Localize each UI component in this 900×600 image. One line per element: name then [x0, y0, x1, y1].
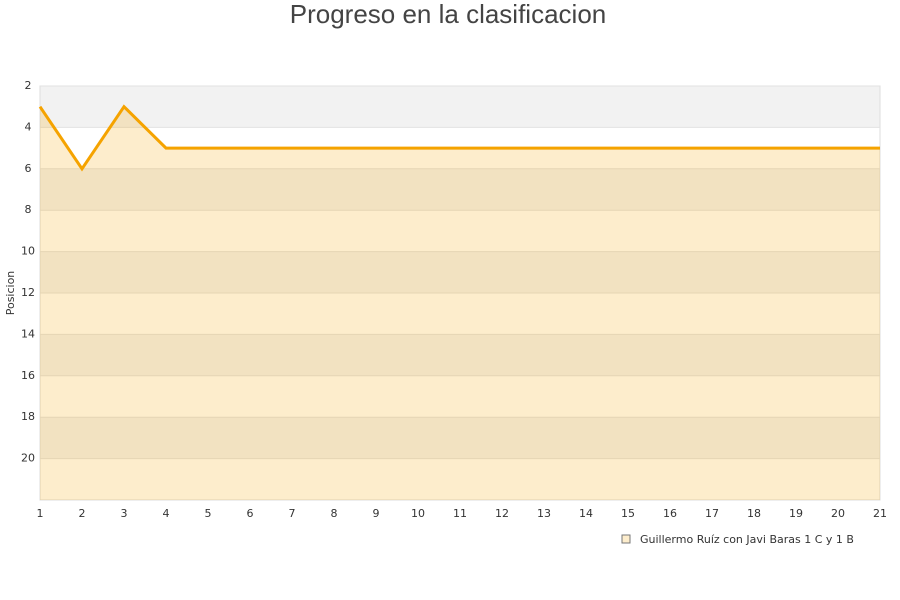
x-tick-label: 13	[537, 507, 551, 520]
x-tick-label: 10	[411, 507, 425, 520]
x-tick-label: 7	[289, 507, 296, 520]
y-tick-label: 20	[21, 452, 35, 465]
y-tick-label: 4	[25, 120, 32, 133]
plot-band	[40, 251, 880, 293]
y-tick-label: 14	[21, 327, 35, 340]
x-tick-label: 9	[373, 507, 380, 520]
plot-band	[40, 168, 880, 211]
area	[40, 106, 880, 500]
y-tick-label: 6	[25, 162, 32, 175]
x-tick-label: 21	[873, 507, 887, 520]
plot-band	[40, 458, 880, 500]
plot-band	[40, 417, 880, 459]
x-tick-label: 20	[831, 507, 845, 520]
x-tick-label: 16	[663, 507, 677, 520]
x-tick-label: 11	[453, 507, 467, 520]
y-tick-label: 10	[21, 245, 35, 258]
legend-label: Guillermo Ruíz con Javi Baras 1 C y 1 B	[640, 533, 854, 546]
y-tick-label: 16	[21, 369, 35, 382]
plot-band	[40, 86, 880, 128]
x-tick-label: 6	[247, 507, 254, 520]
x-tick-label: 14	[579, 507, 593, 520]
x-tick-label: 19	[789, 507, 803, 520]
plot-band	[40, 293, 880, 335]
chart-title: Progreso en la clasificacion	[290, 0, 607, 29]
x-tick-label: 2	[79, 507, 86, 520]
x-tick-label: 8	[331, 507, 338, 520]
legend-swatch	[621, 534, 631, 544]
plot-band	[40, 334, 880, 376]
y-tick-label: 18	[21, 410, 35, 423]
x-tick-label: 1	[37, 507, 44, 520]
x-tick-label: 4	[163, 507, 170, 520]
y-tick-label: 12	[21, 286, 35, 299]
x-tick-label: 18	[747, 507, 761, 520]
y-axis-label: Posicion	[4, 271, 17, 316]
x-tick-label: 5	[205, 507, 212, 520]
line	[38, 104, 880, 172]
x-tick-label: 12	[495, 507, 509, 520]
plot-band	[40, 210, 880, 252]
plot-band	[40, 375, 880, 418]
y-tick-label: 8	[25, 203, 32, 216]
y-tick-label: 2	[25, 79, 32, 92]
x-tick-label: 3	[121, 507, 128, 520]
x-tick-label: 15	[621, 507, 635, 520]
x-tick-label: 17	[705, 507, 719, 520]
